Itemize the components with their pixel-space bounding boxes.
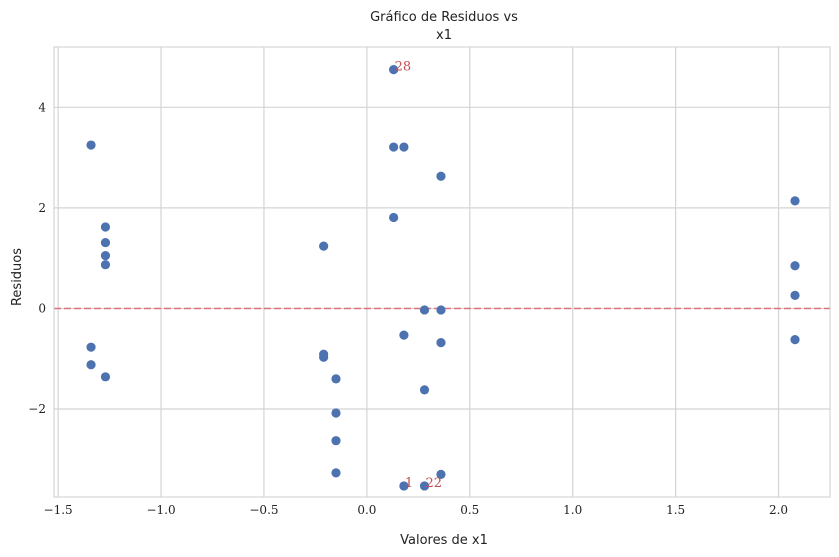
data-point <box>790 261 800 271</box>
y-tick-label: 0 <box>38 301 46 315</box>
data-points <box>86 65 800 491</box>
point-annotations: 28 1 22 <box>395 60 442 491</box>
data-point <box>790 335 800 345</box>
y-axis-label: Residuos <box>10 248 25 306</box>
data-point <box>790 196 800 206</box>
x-tick-label: 0.0 <box>357 503 376 517</box>
data-point <box>389 142 399 152</box>
y-tick-label: −2 <box>28 402 46 416</box>
y-tick-label: 4 <box>38 100 46 114</box>
data-point <box>436 171 446 181</box>
data-point <box>389 65 399 75</box>
y-tick-label: 2 <box>38 201 46 215</box>
x-tick-label: 1.0 <box>563 503 582 517</box>
data-point <box>436 305 446 315</box>
x-tick-labels: −1.5 −1.0 −0.5 0.0 0.5 1.0 1.5 2.0 <box>44 503 789 517</box>
y-tick-labels: −2 0 2 4 <box>28 100 46 416</box>
data-point <box>100 260 111 270</box>
x-tick-label: 2.0 <box>769 503 788 517</box>
data-point <box>419 385 430 395</box>
plot-frame <box>53 46 831 498</box>
x-tick-label: −1.5 <box>44 503 73 517</box>
point-annotation: 22 <box>426 476 443 491</box>
data-point <box>86 140 96 150</box>
data-point <box>790 290 800 300</box>
point-annotation: 28 <box>395 60 412 75</box>
data-point <box>389 212 399 223</box>
x-axis-label: Valores de x1 <box>400 533 488 548</box>
data-point <box>100 237 111 248</box>
data-point <box>436 469 446 479</box>
data-point <box>100 251 111 261</box>
data-point <box>399 481 409 491</box>
data-point <box>331 468 341 478</box>
data-point <box>331 408 341 418</box>
data-point <box>86 360 96 370</box>
data-point <box>419 481 430 491</box>
point-annotation: 1 <box>405 476 413 491</box>
data-point <box>100 372 111 382</box>
x-tick-label: −1.0 <box>146 503 175 517</box>
data-point <box>419 305 430 315</box>
x-tick-label: −0.5 <box>249 503 278 517</box>
x-tick-label: 1.5 <box>666 503 685 517</box>
x-tick-label: 0.5 <box>460 503 479 517</box>
data-point <box>319 241 329 251</box>
data-point <box>399 330 409 340</box>
data-point <box>331 436 341 446</box>
data-point <box>86 342 96 352</box>
chart-title-line-1: Gráfico de Residuos vs <box>370 10 518 25</box>
grid <box>54 47 830 497</box>
data-point <box>331 374 341 384</box>
data-point <box>100 222 111 232</box>
chart-title-line-2: x1 <box>436 28 452 43</box>
data-point <box>399 142 409 152</box>
data-point <box>436 338 446 348</box>
data-point <box>319 352 329 362</box>
